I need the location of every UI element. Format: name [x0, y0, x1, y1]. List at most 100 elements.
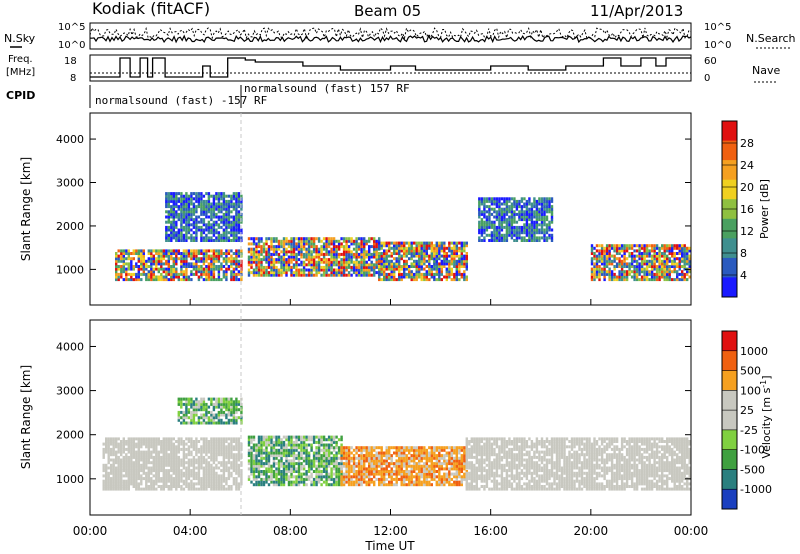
data-cell	[363, 268, 366, 272]
data-cell	[405, 483, 408, 487]
data-cell	[390, 265, 393, 268]
data-cell	[317, 443, 321, 447]
data-cell	[337, 239, 341, 243]
data-cell	[325, 252, 328, 256]
data-cell	[520, 212, 524, 216]
data-cell	[190, 471, 193, 475]
data-cell	[307, 470, 311, 473]
data-cell	[513, 215, 516, 219]
data-cell	[227, 442, 231, 446]
data-cell	[683, 259, 686, 263]
data-cell	[277, 470, 281, 473]
data-cell	[190, 485, 193, 488]
data-cell	[147, 453, 150, 457]
data-cell	[272, 480, 276, 484]
data-cell	[182, 205, 186, 209]
data-cell	[335, 255, 338, 259]
data-cell	[232, 252, 236, 255]
data-cell	[327, 438, 331, 442]
data-cell	[197, 458, 201, 462]
data-cell	[312, 245, 316, 249]
data-cell	[185, 252, 188, 255]
data-cell	[195, 482, 198, 486]
data-cell	[528, 207, 531, 211]
data-cell	[115, 458, 118, 462]
data-cell	[252, 459, 256, 463]
data-cell	[172, 249, 175, 253]
data-cell	[330, 265, 333, 269]
data-cell	[598, 270, 601, 274]
data-cell	[357, 454, 361, 458]
data-cell	[295, 477, 298, 481]
data-cell	[630, 257, 634, 261]
data-cell	[290, 454, 293, 458]
data-cell	[260, 440, 263, 444]
data-cell	[315, 483, 318, 487]
data-cell	[170, 236, 173, 240]
data-cell	[458, 267, 461, 271]
data-cell	[120, 265, 123, 268]
data-cell	[360, 464, 363, 468]
data-cell	[230, 202, 233, 206]
data-cell	[655, 267, 659, 271]
data-cell	[165, 194, 168, 198]
data-cell	[260, 258, 263, 262]
data-cell	[252, 448, 256, 452]
data-cell	[212, 212, 216, 216]
data-cell	[676, 244, 679, 248]
data-cell	[548, 197, 551, 201]
data-cell	[232, 461, 236, 465]
data-cell	[292, 255, 296, 259]
data-cell	[215, 482, 218, 486]
data-cell	[330, 477, 333, 481]
data-cell	[595, 270, 599, 274]
data-cell	[135, 249, 138, 253]
data-cell	[380, 241, 383, 245]
data-cell	[230, 487, 233, 491]
data-cell	[162, 453, 165, 457]
data-cell	[495, 233, 499, 237]
data-cell	[540, 197, 544, 201]
data-cell	[202, 199, 206, 203]
cpid-label: CPID	[6, 89, 35, 102]
data-cell	[277, 268, 281, 272]
data-cell	[260, 477, 263, 481]
data-cell	[418, 456, 421, 460]
data-cell	[130, 447, 133, 451]
data-cell	[212, 453, 216, 457]
data-cell	[192, 220, 196, 224]
data-cell	[410, 272, 413, 276]
data-cell	[340, 260, 343, 264]
data-cell	[170, 205, 173, 209]
data-cell	[595, 244, 599, 248]
data-cell	[275, 480, 278, 484]
data-cell	[165, 267, 168, 271]
data-cell	[605, 270, 609, 274]
data-cell	[663, 267, 666, 271]
data-cell	[272, 464, 276, 468]
data-cell	[388, 254, 391, 258]
data-cell	[403, 475, 406, 479]
data-cell	[350, 265, 353, 269]
data-cell	[217, 215, 221, 219]
data-cell	[250, 265, 253, 269]
data-cell	[150, 267, 153, 271]
data-cell	[373, 483, 376, 487]
data-cell	[177, 442, 180, 446]
data-cell	[307, 260, 311, 264]
data-cell	[415, 456, 418, 460]
data-cell	[190, 445, 193, 449]
data-cell	[180, 442, 183, 446]
data-cell	[355, 260, 358, 264]
data-cell	[257, 462, 261, 466]
data-cell	[132, 455, 135, 459]
data-cell	[217, 267, 221, 271]
data-cell	[280, 464, 283, 468]
data-cell	[220, 485, 223, 488]
data-cell	[403, 451, 406, 455]
data-cell	[280, 438, 283, 442]
data-cell	[190, 199, 193, 203]
data-cell	[518, 215, 521, 219]
data-cell	[117, 469, 120, 473]
data-cell	[237, 442, 241, 446]
